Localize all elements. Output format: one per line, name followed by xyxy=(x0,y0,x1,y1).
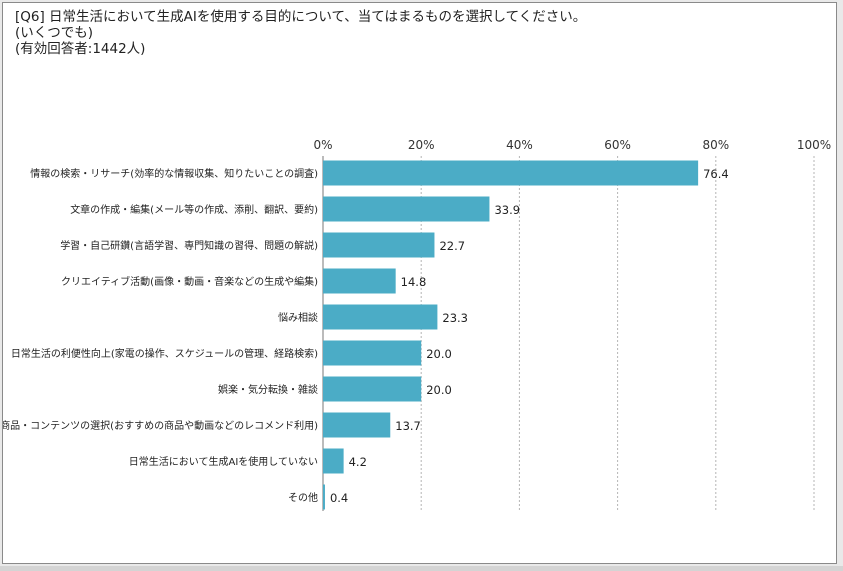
data-label: 22.7 xyxy=(439,239,465,253)
category-label: 文章の作成・編集(メール等の作成、添削、翻訳、要約) xyxy=(70,203,318,216)
bar xyxy=(323,376,422,402)
x-tick-label: 0% xyxy=(313,138,332,152)
category-label: 学習・自己研鑽(言語学習、専門知識の習得、問題の解説) xyxy=(60,239,318,252)
category-label: 商品・コンテンツの選択(おすすめの商品や動画などのレコメンド利用) xyxy=(3,419,318,432)
x-tick-label: 60% xyxy=(604,138,631,152)
bar xyxy=(323,340,422,366)
category-label: その他 xyxy=(288,491,318,504)
data-label: 23.3 xyxy=(442,311,468,325)
bar xyxy=(323,196,490,222)
chart-title-line-1: [Q6] 日常生活において生成AIを使用する目的について、当てはまるものを選択し… xyxy=(15,9,587,25)
data-label: 4.2 xyxy=(349,455,367,469)
data-label: 0.4 xyxy=(330,491,348,505)
x-tick-label: 80% xyxy=(702,138,729,152)
bar-chart: 0% 20% 40% 60% 80% 100% 情報の検索・リサーチ(効率的な情報収集、知り… xyxy=(3,138,831,511)
data-label: 76.4 xyxy=(703,167,729,181)
data-label: 33.9 xyxy=(494,203,520,217)
category-label: 悩み相談 xyxy=(278,311,318,324)
category-label: 娯楽・気分転換・雑談 xyxy=(218,383,318,396)
x-tick-label: 20% xyxy=(408,138,435,152)
data-label: 14.8 xyxy=(401,275,427,289)
bar xyxy=(323,448,344,474)
data-label: 13.7 xyxy=(395,419,421,433)
data-label: 20.0 xyxy=(426,347,452,361)
bar xyxy=(323,160,699,186)
bar xyxy=(323,484,325,510)
data-label: 20.0 xyxy=(426,383,452,397)
category-label: クリエイティブ活動(画像・動画・音楽などの生成や編集) xyxy=(61,275,318,288)
x-tick-label: 40% xyxy=(506,138,533,152)
chart-title-line-2: (いくつでも) xyxy=(15,25,94,41)
x-tick-label: 100% xyxy=(797,138,831,152)
category-label: 日常生活において生成AIを使用していない xyxy=(129,455,318,468)
bar xyxy=(323,232,435,258)
chart-title-line-3: (有効回答者:1442人) xyxy=(15,41,146,57)
category-label: 日常生活の利便性向上(家電の操作、スケジュールの管理、経路検索) xyxy=(11,347,318,360)
bar xyxy=(323,412,391,438)
bar xyxy=(323,304,438,330)
bottom-strip xyxy=(0,566,843,571)
bar xyxy=(323,268,396,294)
chart-frame: [Q6] 日常生活において生成AIを使用する目的について、当てはまるものを選択し… xyxy=(2,2,837,564)
category-label: 情報の検索・リサーチ(効率的な情報収集、知りたいことの調査) xyxy=(30,167,318,180)
